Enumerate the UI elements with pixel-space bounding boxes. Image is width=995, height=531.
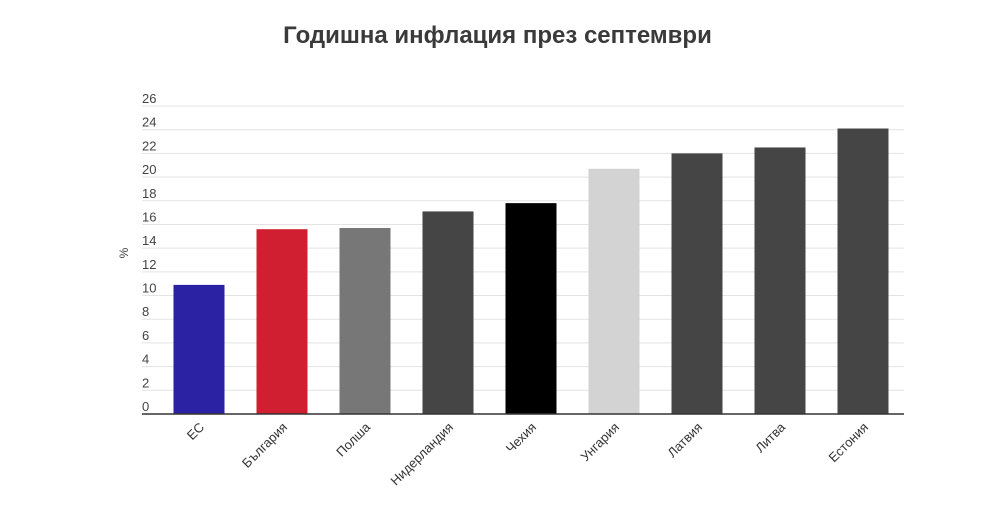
x-tick-label: Полша xyxy=(333,419,374,460)
y-tick-label: 0 xyxy=(142,399,149,414)
bar-5 xyxy=(505,203,557,414)
y-tick-label: 20 xyxy=(142,162,156,177)
bar-8 xyxy=(754,147,806,414)
x-tick-label: Унгария xyxy=(578,420,623,465)
bar-1 xyxy=(173,284,225,414)
x-tick-label: България xyxy=(239,420,290,471)
y-tick-label: 14 xyxy=(142,233,156,248)
bar-4 xyxy=(422,211,474,414)
bar-9 xyxy=(837,128,889,414)
y-tick-label: 24 xyxy=(142,115,156,130)
y-tick-label: 18 xyxy=(142,186,156,201)
x-tick-label: Чехия xyxy=(503,420,539,456)
y-axis-label: % xyxy=(117,247,131,258)
y-tick-label: 4 xyxy=(142,352,149,367)
x-tick-label: ЕС xyxy=(184,420,207,443)
y-tick-label: 6 xyxy=(142,328,149,343)
y-tick-label: 10 xyxy=(142,281,156,296)
y-tick-label: 22 xyxy=(142,138,156,153)
bars xyxy=(173,128,889,414)
y-tick-label: 8 xyxy=(142,304,149,319)
bar-3 xyxy=(339,228,391,414)
x-axis-ticks: ЕС България Полша Нидерландия Чехия Унгария Ла… xyxy=(184,419,871,488)
x-tick-label: Латвия xyxy=(664,420,705,461)
x-tick-label: Нидерландия xyxy=(387,420,456,489)
y-tick-label: 2 xyxy=(142,375,149,390)
x-tick-label: Литва xyxy=(752,419,788,455)
x-tick-label: Естония xyxy=(825,420,871,466)
bar-6 xyxy=(588,168,640,414)
y-tick-label: 16 xyxy=(142,209,156,224)
y-tick-label: 26 xyxy=(142,91,156,106)
chart-title: Годишна инфлация през септември xyxy=(283,22,712,49)
bar-7 xyxy=(671,153,723,414)
bar-2 xyxy=(256,229,308,414)
y-tick-label: 12 xyxy=(142,257,156,272)
